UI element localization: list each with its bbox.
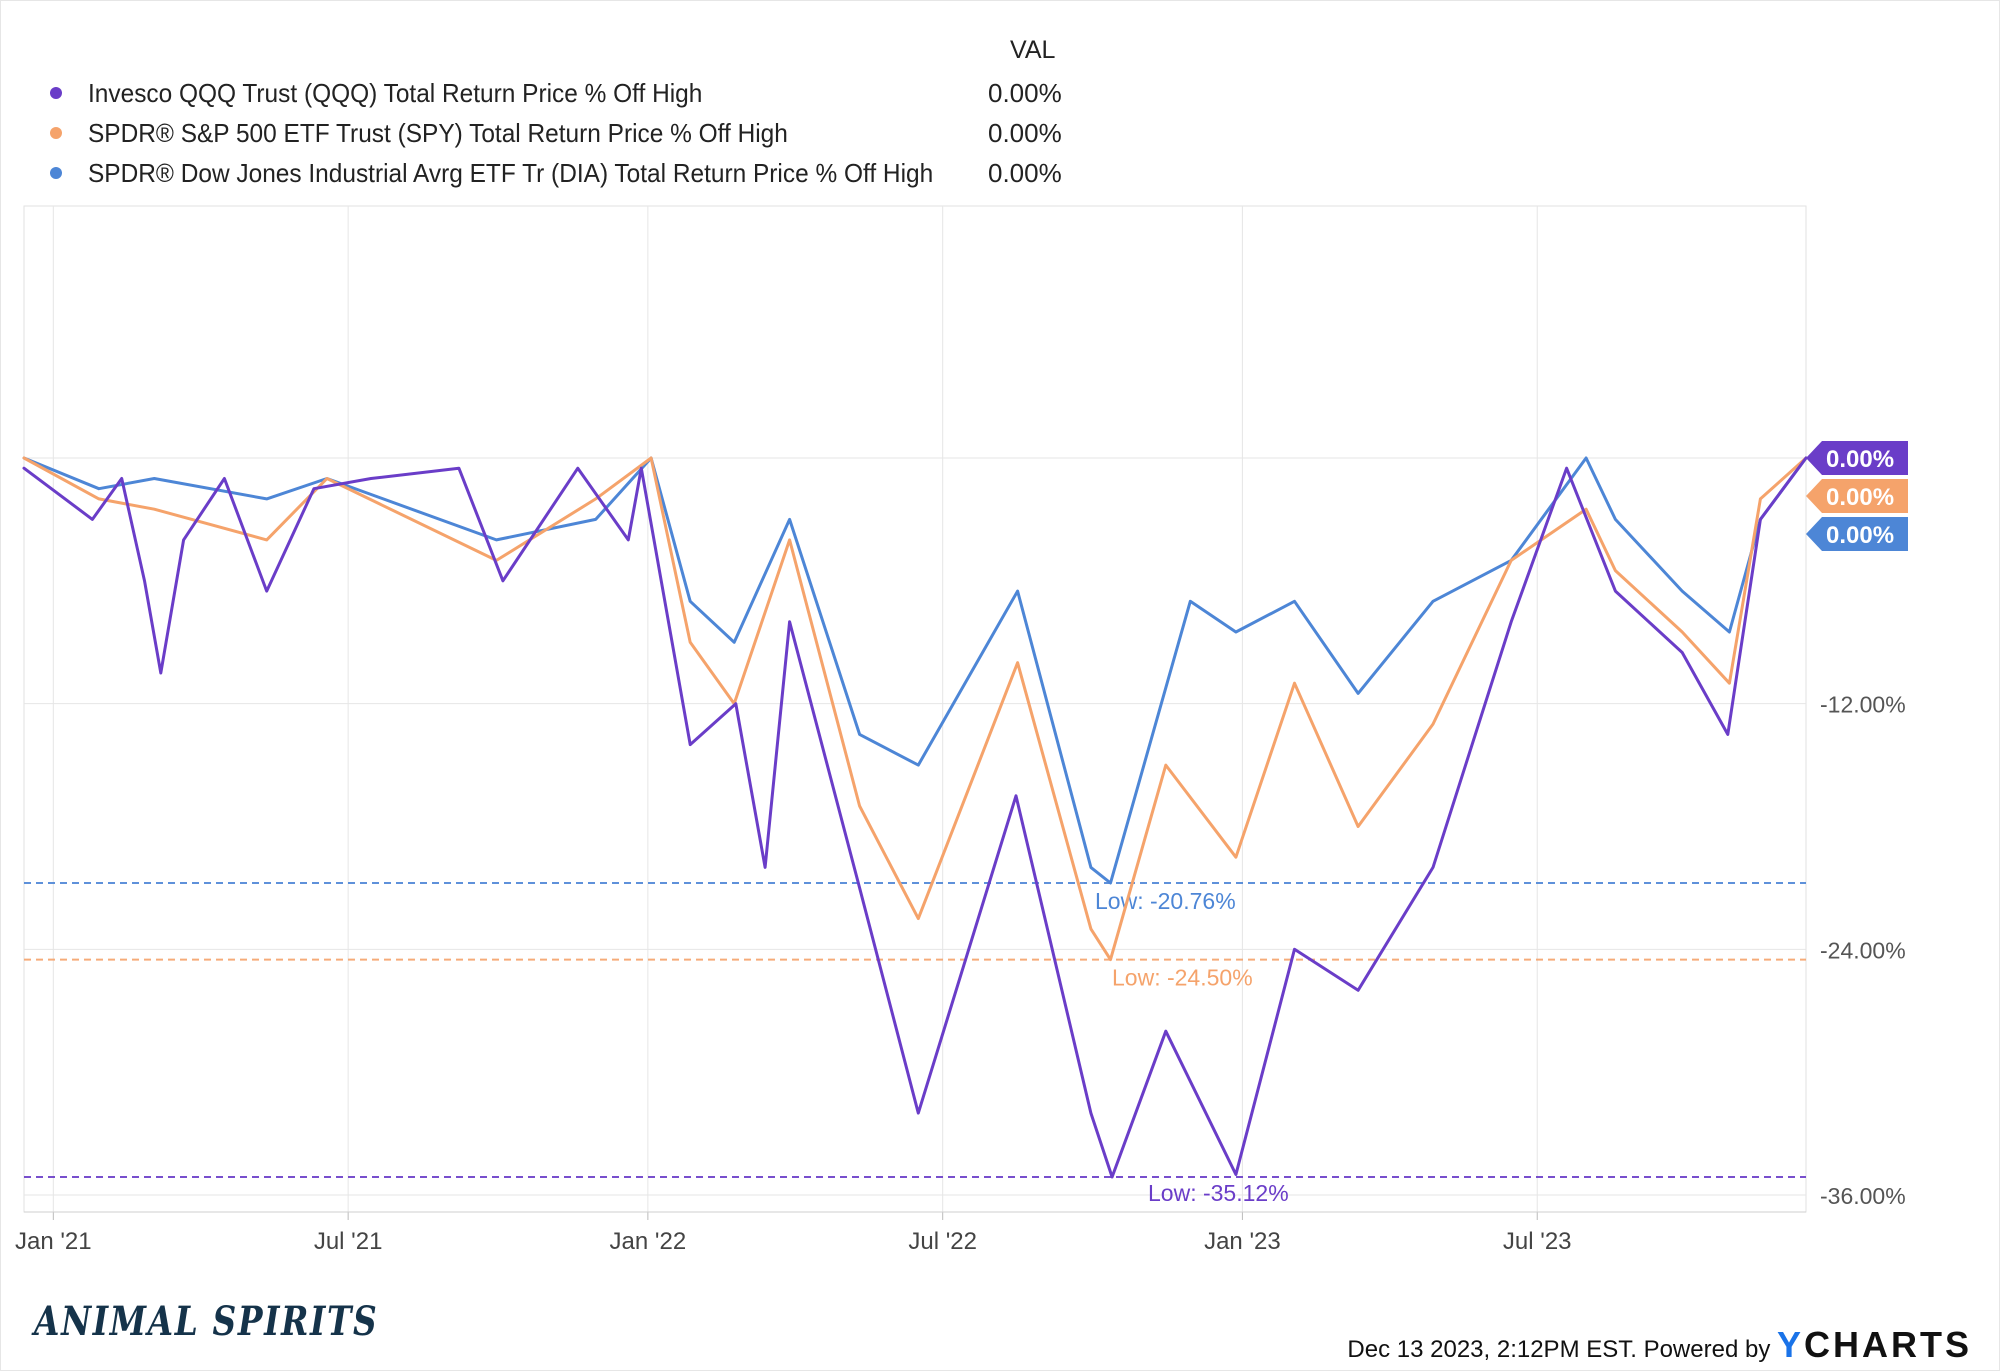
x-tick-label: Jul '21	[314, 1228, 383, 1255]
legend-item-qqq[interactable]: Invesco QQQ Trust (QQQ) Total Return Pri…	[50, 74, 1080, 114]
line-chart: Low: -35.12% Low: -24.50% Low: -20.76% 0.0…	[15, 205, 1908, 1255]
end-value-label: 0.00%	[1826, 446, 1894, 473]
legend-header: VAL	[1010, 36, 1056, 64]
x-tick-label: Jan '21	[15, 1228, 92, 1255]
low-annotation: Low: -24.50%	[1112, 965, 1253, 991]
low-annotation: Low: -20.76%	[1095, 888, 1236, 914]
end-value-tag: 0.00%	[1806, 479, 1908, 513]
legend-item-label: SPDR® Dow Jones Industrial Avrg ETF Tr (…	[88, 158, 934, 188]
legend-item-label: SPDR® S&P 500 ETF Trust (SPY) Total Retu…	[88, 118, 788, 148]
legend-item-label: Invesco QQQ Trust (QQQ) Total Return Pri…	[88, 78, 703, 108]
legend-item-value: 0.00%	[988, 78, 1062, 108]
x-tick-label: Jan '23	[1204, 1228, 1281, 1255]
end-value-tag-shape	[1806, 441, 1908, 475]
plot-area	[23, 205, 1807, 1213]
end-value-tag: 0.00%	[1806, 441, 1908, 475]
timestamp-text: Dec 13 2023, 2:12PM EST. Powered by	[1347, 1336, 1771, 1363]
animal-spirits-logo: ANIMAL SPIRITS	[34, 1298, 379, 1345]
legend-item-dia[interactable]: SPDR® Dow Jones Industrial Avrg ETF Tr (…	[50, 154, 1080, 194]
x-tick-label: Jan '22	[610, 1228, 687, 1255]
end-value-tag-shape	[1806, 517, 1908, 551]
legend-item-spy[interactable]: SPDR® S&P 500 ETF Trust (SPY) Total Retu…	[50, 114, 1080, 154]
ycharts-logo: YCHARTS	[1776, 1324, 1972, 1365]
end-value-label: 0.00%	[1826, 522, 1894, 549]
y-tick-label: -12.00%	[1820, 692, 1906, 718]
legend-item-value: 0.00%	[988, 118, 1062, 148]
series-line	[22, 456, 1808, 962]
end-value-tag-shape	[1806, 479, 1908, 513]
legend-dot-icon	[50, 167, 62, 179]
x-tick-label: Jul '23	[1503, 1228, 1572, 1255]
y-tick-label: -24.00%	[1820, 937, 1906, 963]
series-line	[22, 456, 1808, 885]
end-value-label: 0.00%	[1826, 484, 1894, 511]
series-line	[22, 456, 1808, 1179]
legend-dot-icon	[50, 87, 62, 99]
low-annotation: Low: -35.12%	[1148, 1180, 1289, 1206]
end-value-tag: 0.00%	[1806, 517, 1908, 551]
legend-item-value: 0.00%	[988, 158, 1062, 188]
legend-dot-icon	[50, 127, 62, 139]
x-tick-label: Jul '22	[908, 1228, 977, 1255]
y-tick-label: -36.00%	[1820, 1183, 1906, 1209]
footer-stamp: Dec 13 2023, 2:12PM EST. Powered by YCHA…	[1347, 1324, 1972, 1366]
